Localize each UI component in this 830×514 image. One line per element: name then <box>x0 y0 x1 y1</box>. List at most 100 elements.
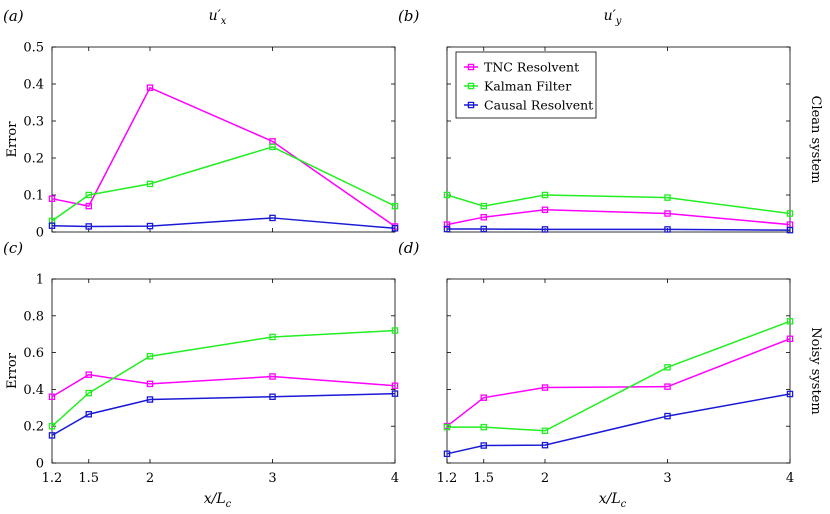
series-line-tnc-resolvent <box>51 373 396 398</box>
panel-a: 0 0.1 0.2 0.3 0.4 0.5 (a) u′x Error <box>3 7 399 241</box>
y-tick-label: 0 <box>36 457 44 472</box>
data-point-kalman-filter <box>391 327 399 334</box>
data-point-causal-resolvent <box>541 226 549 233</box>
series-line-causal-resolvent <box>446 393 791 455</box>
panel-label-a: (a) <box>3 7 24 25</box>
data-point-kalman-filter <box>786 210 794 217</box>
legend-entry-label: Kalman Filter <box>484 79 571 94</box>
data-point-kalman-filter <box>391 202 399 210</box>
data-point-causal-resolvent <box>48 432 56 439</box>
legend-swatch-marker <box>467 101 475 109</box>
data-point-tnc-resolvent <box>480 394 487 401</box>
data-point-tnc-resolvent <box>664 383 671 390</box>
data-point-tnc-resolvent <box>48 393 56 401</box>
panel-title-a: u′x <box>209 8 227 27</box>
series-line-tnc-resolvent <box>446 209 791 226</box>
data-point-kalman-filter <box>85 389 93 397</box>
legend-entry-label: Causal Resolvent <box>484 98 593 113</box>
panel-label-c: (c) <box>3 239 23 257</box>
series-line-tnc-resolvent <box>51 86 396 228</box>
data-point-causal-resolvent <box>269 393 276 401</box>
y-tick-label: 0.2 <box>23 152 44 167</box>
x-axis-label: x/Lc <box>204 491 232 510</box>
data-point-tnc-resolvent <box>664 210 671 217</box>
data-point-causal-resolvent <box>480 225 487 233</box>
data-point-causal-resolvent <box>85 223 93 230</box>
data-point-causal-resolvent <box>480 442 487 449</box>
data-point-causal-resolvent <box>146 222 154 230</box>
x-tick-label: 3 <box>268 471 276 486</box>
data-point-tnc-resolvent <box>391 382 399 389</box>
data-point-kalman-filter <box>664 364 671 371</box>
y-tick-label: 0.4 <box>23 78 44 93</box>
y-tick-label: 0.3 <box>23 115 44 130</box>
data-point-causal-resolvent <box>786 226 794 234</box>
series-line-kalman-filter <box>51 329 396 427</box>
panel-b: (b) u′y Clean system <box>398 7 823 234</box>
data-point-kalman-filter <box>48 422 56 430</box>
data-point-causal-resolvent <box>664 412 671 420</box>
data-point-tnc-resolvent <box>541 384 549 391</box>
x-tick-label: 4 <box>391 471 399 486</box>
panel-title-b: u′y <box>604 8 622 27</box>
plot-frame-c <box>51 278 396 464</box>
legend: TNC Resolvent Kalman Filter Causal Resolve… <box>455 51 597 119</box>
data-point-tnc-resolvent <box>786 335 794 343</box>
data-point-kalman-filter <box>269 143 276 151</box>
series-line-tnc-resolvent <box>446 338 791 427</box>
data-point-causal-resolvent <box>786 390 794 398</box>
panel-d: 1.2 1.5 2 3 4 (d) x/Lc Noisy system <box>398 239 823 510</box>
x-tick-label: 1.5 <box>473 471 494 486</box>
data-point-causal-resolvent <box>48 222 56 229</box>
data-point-causal-resolvent <box>146 396 154 403</box>
data-point-tnc-resolvent <box>85 371 93 378</box>
series-line-kalman-filter <box>51 146 396 222</box>
panel-label-d: (d) <box>398 239 419 257</box>
series-line-causal-resolvent <box>447 228 791 231</box>
x-tick-label: 2 <box>541 471 549 486</box>
x-axis-label: x/Lc <box>599 491 627 510</box>
data-point-tnc-resolvent <box>48 195 56 202</box>
plot-frame-a <box>51 46 396 233</box>
series-line-causal-resolvent <box>51 217 396 230</box>
y-tick-label: 0 <box>36 226 44 241</box>
data-point-kalman-filter <box>443 191 451 199</box>
y-tick-label: 0.2 <box>23 420 44 435</box>
data-point-causal-resolvent <box>541 441 549 449</box>
data-point-kalman-filter <box>541 427 549 435</box>
data-point-kalman-filter <box>480 423 487 431</box>
data-point-kalman-filter <box>443 423 451 431</box>
data-point-causal-resolvent <box>443 450 451 458</box>
data-point-causal-resolvent <box>269 214 276 222</box>
y-tick-label: 0.4 <box>23 383 44 398</box>
y-tick-label: 0.1 <box>23 189 44 204</box>
data-point-kalman-filter <box>269 333 276 341</box>
series-line-causal-resolvent <box>51 392 396 437</box>
legend-swatch-marker <box>467 82 475 90</box>
data-point-causal-resolvent <box>664 226 671 233</box>
legend-swatch-marker <box>467 63 475 71</box>
side-label-b: Clean system <box>808 96 823 184</box>
y-tick-label: 0.5 <box>23 41 44 56</box>
series-line-kalman-filter <box>447 320 791 432</box>
x-tick-label: 1.2 <box>42 471 63 486</box>
plot-frame-b <box>446 46 791 233</box>
legend-entry-label: TNC Resolvent <box>484 60 579 75</box>
data-point-tnc-resolvent <box>146 380 154 388</box>
y-axis-label: Error <box>5 121 20 158</box>
series-line-kalman-filter <box>446 194 791 215</box>
y-tick-label: 0.8 <box>23 309 44 324</box>
side-label-d: Noisy system <box>808 327 823 414</box>
data-point-tnc-resolvent <box>480 213 487 221</box>
data-point-kalman-filter <box>480 202 487 210</box>
data-point-causal-resolvent <box>443 225 451 233</box>
data-point-kalman-filter <box>664 194 671 201</box>
data-point-kalman-filter <box>786 318 794 325</box>
data-point-tnc-resolvent <box>269 373 276 380</box>
legend-box <box>455 51 597 119</box>
data-point-kalman-filter <box>541 191 549 199</box>
data-point-tnc-resolvent <box>443 221 451 228</box>
panel-c: 0 0.2 0.4 0.6 0.8 1 1.2 1.5 2 3 4 (c) Error x/Lc <box>3 239 399 510</box>
x-tick-label: 4 <box>786 471 794 486</box>
